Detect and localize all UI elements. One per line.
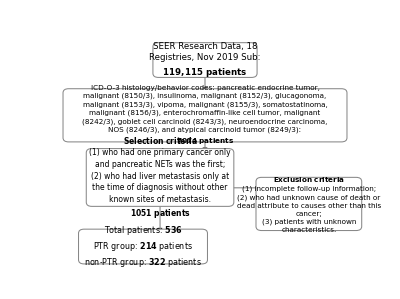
Text: SEER Research Data, 18
Registries, Nov 2019 Sub:
$\bf{119,115\ patients}$: SEER Research Data, 18 Registries, Nov 2… — [149, 42, 261, 79]
Text: ICD-O-3 histology/behavior codes: pancreatic endocrine tumor,
malignant (8150/3): ICD-O-3 histology/behavior codes: pancre… — [82, 85, 328, 146]
FancyBboxPatch shape — [256, 177, 362, 231]
FancyBboxPatch shape — [153, 43, 257, 77]
FancyBboxPatch shape — [63, 89, 347, 142]
FancyBboxPatch shape — [86, 149, 234, 206]
Text: $\bf{Exclusion\ criteria}$
(1) incomplete follow-up information;
(2) who had unk: $\bf{Exclusion\ criteria}$ (1) incomplet… — [237, 175, 381, 233]
Text: Total patients: $\bf{536}$
PTR group: $\bf{214}$ patients
non-PTR group: $\bf{32: Total patients: $\bf{536}$ PTR group: $\… — [84, 224, 202, 269]
Text: $\bf{Selection\ criteria}$
(1) who had one primary cancer only
and pancreatic NE: $\bf{Selection\ criteria}$ (1) who had o… — [89, 135, 231, 220]
FancyBboxPatch shape — [78, 229, 208, 264]
